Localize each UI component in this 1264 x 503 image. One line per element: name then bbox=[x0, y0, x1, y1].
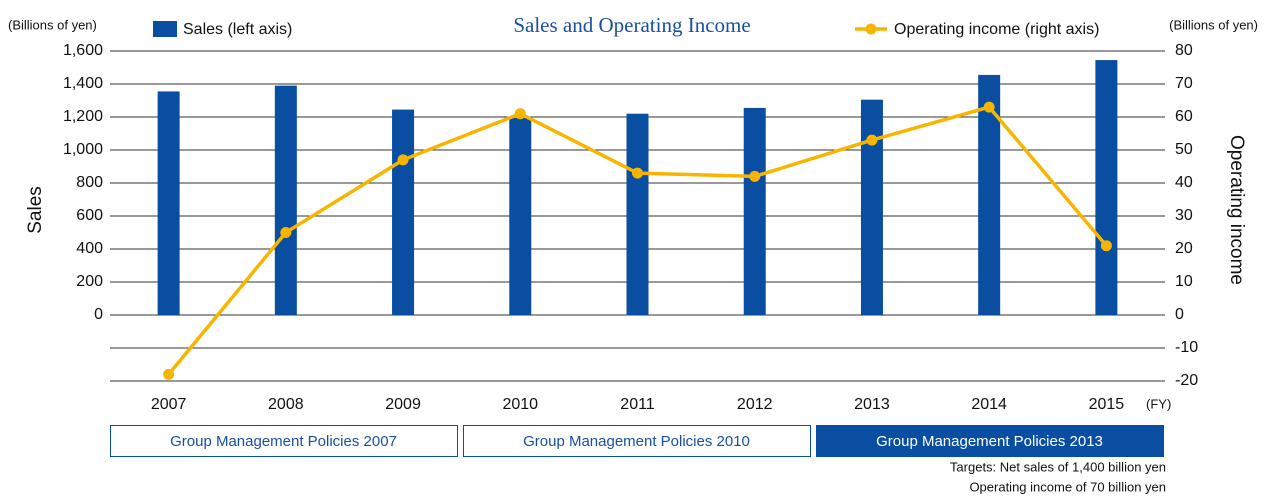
policy-label: Group Management Policies 2010 bbox=[523, 433, 750, 450]
x-tick-label: 2011 bbox=[620, 396, 655, 413]
bar bbox=[626, 113, 649, 315]
chart-title: Sales and Operating Income bbox=[513, 13, 750, 37]
y-tick-label: 1,000 bbox=[63, 141, 103, 158]
line-marker bbox=[866, 134, 878, 146]
x-tick-label: 2015 bbox=[1089, 396, 1125, 413]
y-tick-label: 800 bbox=[76, 174, 103, 191]
y-tick-label: 1,200 bbox=[63, 108, 103, 125]
y2-label: Operating income bbox=[1226, 135, 1247, 285]
y2-tick-label: 0 bbox=[1175, 306, 1184, 323]
y2-unit: (Billions of yen) bbox=[1169, 17, 1258, 32]
legend-swatch bbox=[153, 21, 177, 37]
policy-box bbox=[110, 425, 458, 457]
targets-line: Operating income of 70 billion yen bbox=[969, 479, 1166, 494]
y2-tick-label: 40 bbox=[1175, 174, 1193, 191]
y-tick-label: 0 bbox=[94, 306, 103, 323]
y2-tick-label: 60 bbox=[1175, 108, 1193, 125]
bar bbox=[978, 74, 1001, 315]
y2-tick-label: 30 bbox=[1175, 207, 1193, 224]
x-tick-label: 2014 bbox=[971, 396, 1007, 413]
y-tick-label: 200 bbox=[76, 273, 103, 290]
x-tick-label: 2010 bbox=[502, 396, 538, 413]
x-tick-label: 2007 bbox=[151, 396, 187, 413]
targets-line: Targets: Net sales of 1,400 billion yen bbox=[950, 459, 1166, 474]
y2-tick-label: -20 bbox=[1175, 372, 1198, 389]
policy-label: Group Management Policies 2007 bbox=[170, 433, 397, 450]
bar bbox=[1095, 60, 1118, 316]
line-marker bbox=[983, 101, 995, 113]
y2-tick-label: 80 bbox=[1175, 42, 1193, 59]
y2-tick-label: 70 bbox=[1175, 75, 1193, 92]
bar bbox=[392, 109, 415, 315]
legend-label: Sales (left axis) bbox=[183, 21, 292, 38]
y-label: Sales bbox=[25, 186, 46, 234]
x-tick-label: 2013 bbox=[854, 396, 890, 413]
y-tick-label: 400 bbox=[76, 240, 103, 257]
bar bbox=[157, 91, 180, 315]
y2-tick-label: 20 bbox=[1175, 240, 1193, 257]
legend-label: Operating income (right axis) bbox=[894, 21, 1099, 38]
y-unit: (Billions of yen) bbox=[8, 17, 97, 32]
line-marker bbox=[1100, 240, 1112, 252]
bar bbox=[860, 99, 883, 315]
line-marker bbox=[397, 154, 409, 166]
bar bbox=[509, 117, 532, 315]
line-marker bbox=[514, 108, 526, 120]
y2-tick-label: 50 bbox=[1175, 141, 1193, 158]
x-unit: (FY) bbox=[1146, 396, 1171, 411]
y-tick-label: 1,400 bbox=[63, 75, 103, 92]
y2-tick-label: -10 bbox=[1175, 339, 1198, 356]
x-tick-label: 2012 bbox=[737, 396, 773, 413]
line-marker bbox=[749, 170, 761, 182]
bar bbox=[274, 85, 297, 316]
y-tick-label: 600 bbox=[76, 207, 103, 224]
legend-swatch bbox=[865, 23, 877, 35]
y2-tick-label: 10 bbox=[1175, 273, 1193, 290]
x-tick-label: 2008 bbox=[268, 396, 304, 413]
line-marker bbox=[280, 227, 292, 238]
policy-box bbox=[463, 425, 811, 457]
x-tick-label: 2009 bbox=[385, 396, 421, 413]
policy-label: Group Management Policies 2013 bbox=[876, 433, 1103, 450]
line-marker bbox=[163, 368, 175, 380]
policy-box bbox=[816, 425, 1164, 457]
y-tick-label: 1,600 bbox=[63, 42, 103, 59]
line-marker bbox=[632, 167, 643, 179]
bar bbox=[743, 107, 766, 315]
